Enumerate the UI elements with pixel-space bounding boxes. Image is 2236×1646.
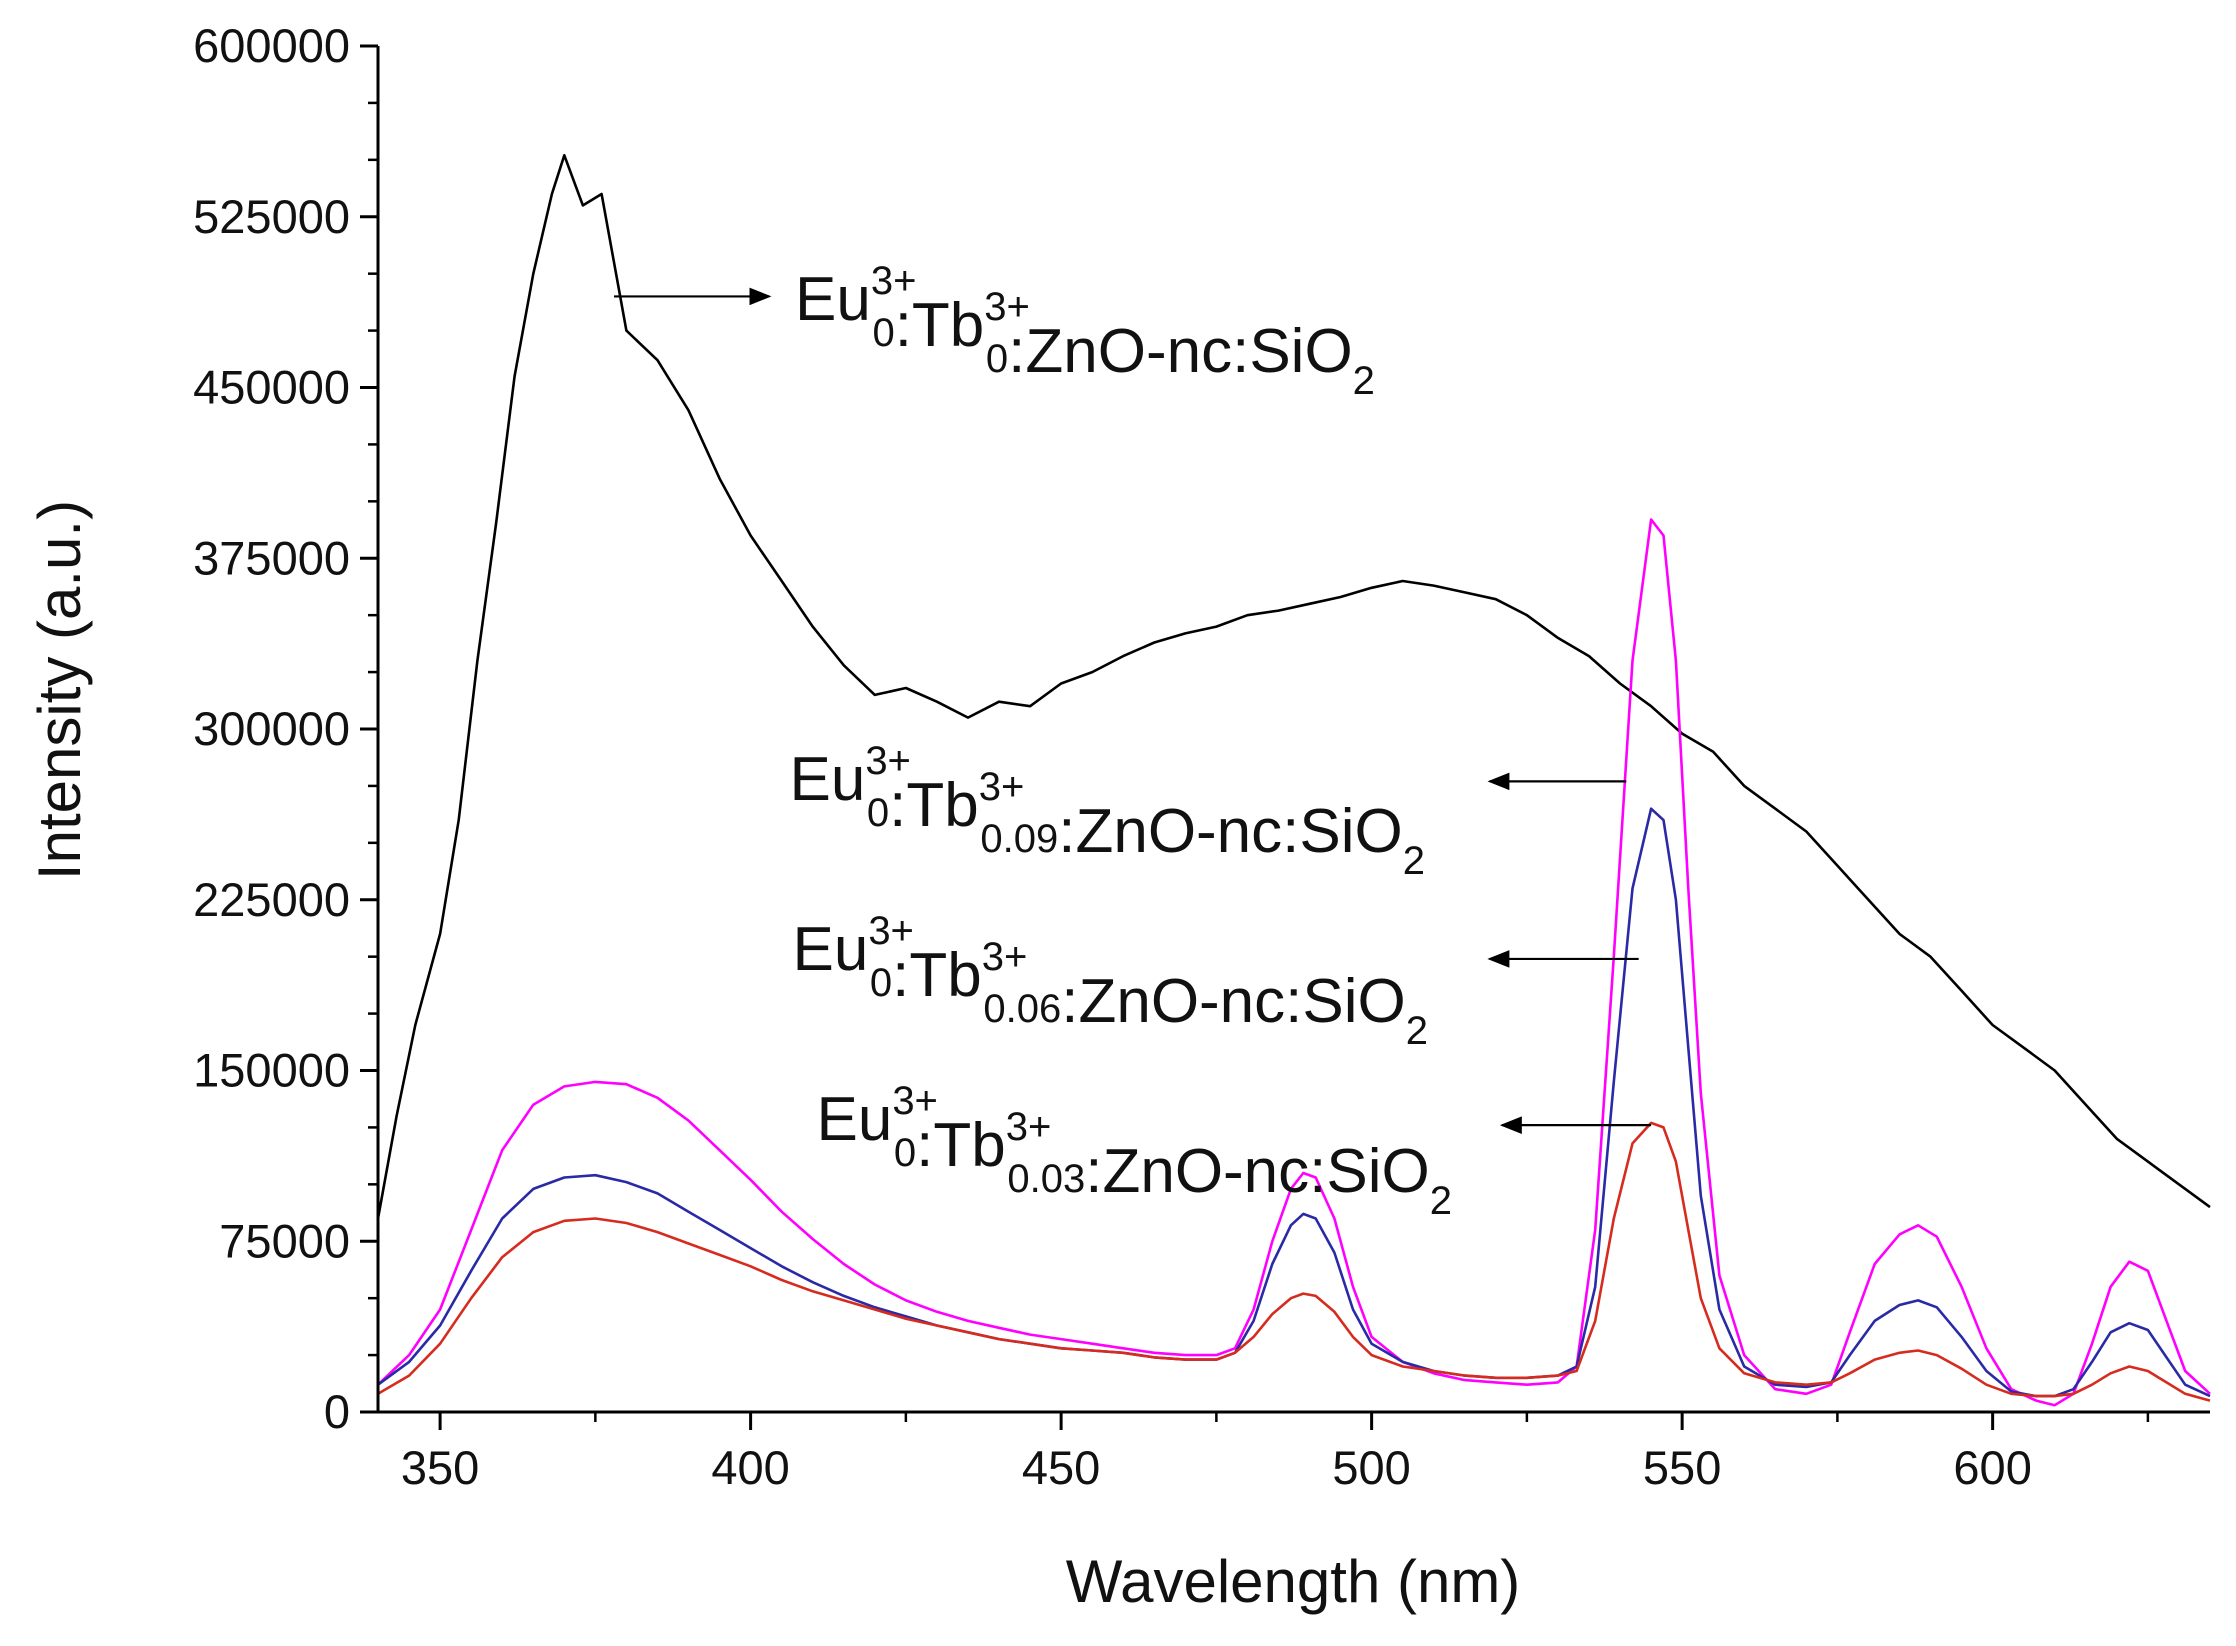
annotation-sub: 2 (1353, 359, 1375, 403)
y-tick-label: 525000 (193, 190, 350, 243)
plot-series (376, 154, 2211, 1407)
annotation-text: :ZnO-nc:SiO (1061, 967, 1406, 1036)
x-tick-label: 350 (401, 1441, 479, 1494)
y-tick-label: 0 (324, 1385, 350, 1438)
y-tick-label: 150000 (193, 1044, 350, 1097)
annotation-text: :ZnO-nc:SiO (1008, 317, 1353, 386)
annotation-text: :Tb (889, 771, 979, 840)
annotation-label: Eu3+ 0:Tb3+ 0.09:ZnO-nc:SiO2 (789, 739, 1425, 883)
annotation-sub: 0 (872, 311, 894, 355)
x-tick-label: 600 (1953, 1441, 2031, 1494)
series-line-2 (377, 807, 2211, 1398)
annotation-sub: 0 (986, 337, 1008, 381)
annotation-tb0: Eu3+ 0:Tb3+ 0:ZnO-nc:SiO2 (613, 259, 1375, 403)
annotation-sub: 2 (1430, 1179, 1452, 1223)
annotation-sup: 3+ (984, 285, 1030, 329)
annotation-sup: 3+ (982, 935, 1028, 979)
x-tick-label: 500 (1332, 1441, 1410, 1494)
annotation-text: Eu (792, 915, 868, 984)
annotation-sub: 0.09 (980, 817, 1058, 861)
annotation-label: Eu3+ 0:Tb3+ 0.06:ZnO-nc:SiO2 (792, 909, 1428, 1053)
y-tick-label: 225000 (193, 873, 350, 926)
axis-ticks: 350 400 450 500 550 600 0 75000 150000 225000 3000… (193, 19, 2150, 1494)
annotation-label: Eu3+ 0:Tb3+ 0.03:ZnO-nc:SiO2 (816, 1079, 1452, 1223)
y-tick-label: 375000 (193, 531, 350, 584)
series-line-0 (376, 154, 2211, 1219)
series-line-3 (377, 1121, 2211, 1402)
annotation-sub: 0.06 (983, 987, 1061, 1031)
annotation-sub: 2 (1406, 1009, 1428, 1053)
annotation-sup: 3+ (865, 739, 911, 783)
y-tick-label: 450000 (193, 361, 350, 414)
annotation-text: :ZnO-nc:SiO (1085, 1137, 1430, 1206)
annotation-tb009: Eu3+ 0:Tb3+ 0.09:ZnO-nc:SiO2 (789, 739, 1627, 883)
annotation-label: Eu3+ 0:Tb3+ 0:ZnO-nc:SiO2 (795, 259, 1375, 403)
annotation-sub: 0 (894, 1131, 916, 1175)
y-axis-title: Intensity (a.u.) (26, 500, 93, 880)
annotation-sup: 3+ (892, 1079, 938, 1123)
x-tick-label: 450 (1022, 1441, 1100, 1494)
y-tick-label: 600000 (193, 19, 350, 72)
annotation-sub: 2 (1403, 839, 1425, 883)
annotation-text: Eu (816, 1085, 892, 1154)
annotation-text: :ZnO-nc:SiO (1058, 797, 1403, 866)
y-tick-label: 75000 (219, 1214, 350, 1267)
annotation-text: Eu (795, 265, 871, 334)
annotation-sub: 0 (870, 961, 892, 1005)
annotation-sub: 0 (867, 791, 889, 835)
annotation-tb006: Eu3+ 0:Tb3+ 0.06:ZnO-nc:SiO2 (792, 909, 1639, 1053)
annotation-sup: 3+ (1006, 1105, 1052, 1149)
x-axis-title: Wavelength (nm) (1066, 1548, 1521, 1615)
x-tick-label: 550 (1643, 1441, 1721, 1494)
annotation-sup: 3+ (871, 259, 917, 303)
annotation-sup: 3+ (868, 909, 914, 953)
annotation-text: :Tb (892, 941, 982, 1010)
annotation-text: Eu (789, 745, 865, 814)
x-tick-label: 400 (711, 1441, 789, 1494)
annotation-sub: 0.03 (1007, 1157, 1085, 1201)
plot-frame (376, 46, 2210, 1414)
y-tick-label: 300000 (193, 702, 350, 755)
annotation-sup: 3+ (979, 765, 1025, 809)
annotation-text: :Tb (895, 291, 985, 360)
annotation-text: :Tb (916, 1111, 1006, 1180)
annotation-tb003: Eu3+ 0:Tb3+ 0.03:ZnO-nc:SiO2 (816, 1079, 1652, 1223)
